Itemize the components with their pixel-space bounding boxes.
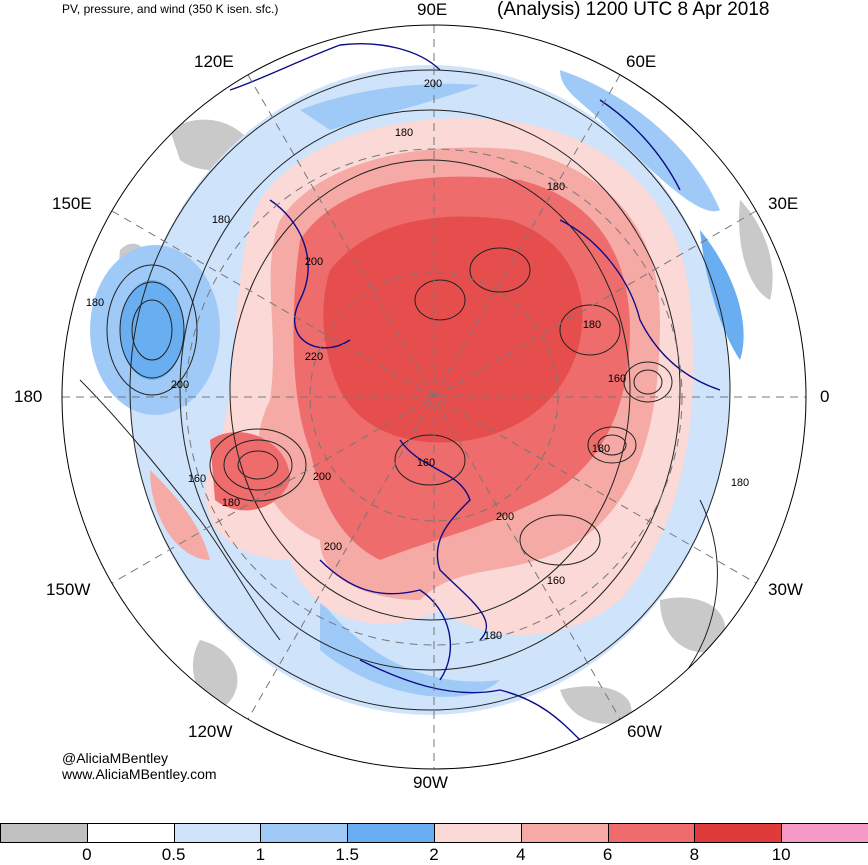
colorbar-segment	[260, 823, 349, 843]
contour-label: 180	[86, 297, 104, 309]
colorbar-tick-label: 6	[602, 845, 613, 864]
lon-label-60w: 60W	[627, 722, 662, 741]
lon-label-150e: 150E	[52, 194, 92, 213]
contour-label: 180	[222, 497, 240, 509]
contour-label: 200	[313, 471, 331, 483]
lon-label-90e: 90E	[417, 0, 448, 19]
contour-label: 180	[592, 443, 610, 455]
colorbar-segment	[0, 823, 88, 843]
contour-label: 200	[424, 78, 442, 90]
colorbar-segment	[607, 823, 696, 843]
contour-label: 200	[171, 379, 189, 391]
colorbar-tick-label: 0	[82, 845, 92, 864]
contour-label: 180	[484, 630, 502, 642]
colorbar-tick-label: 8	[689, 845, 700, 864]
map-boundary	[61, 24, 807, 770]
lon-label-180: 180	[14, 387, 43, 406]
author-handle: @AliciaMBentley	[62, 750, 169, 766]
colorbar-segment	[694, 823, 783, 843]
pv-colorbar	[0, 823, 868, 843]
valid-time: (Analysis) 1200 UTC 8 Apr 2018	[497, 0, 770, 20]
lon-label-0: 0	[820, 387, 830, 406]
colorbar-segment	[781, 823, 868, 843]
colorbar-segment	[520, 823, 609, 843]
contour-label: 220	[305, 351, 323, 363]
colorbar-tick-label: 4	[516, 845, 526, 864]
coastlines	[229, 43, 721, 741]
lon-label-60e: 60E	[626, 52, 657, 71]
lon-label-90w: 90W	[413, 773, 448, 792]
colorbar-tick-label: 0.5	[161, 845, 186, 864]
colorbar-tick-label: 1.5	[335, 845, 360, 864]
contour-label-layer: 200 180 180 180 200 180 200 220 180 200 160 180 160 2…	[86, 78, 749, 642]
contour-label: 180	[547, 181, 565, 193]
pressure-contours	[79, 69, 731, 711]
colorbar-segment	[86, 823, 175, 843]
colorbar-segment	[173, 823, 262, 843]
contour-label: 200	[305, 256, 323, 268]
lon-label-30w: 30W	[768, 580, 803, 599]
contour-label: 180	[395, 127, 413, 139]
contour-label: 160	[188, 473, 206, 485]
contour-label: 200	[496, 511, 514, 523]
colorbar-tick-label: 1	[255, 845, 266, 864]
colorbar-tick-label: 2	[429, 845, 439, 864]
colorbar-segment	[434, 823, 522, 843]
contour-label: 160	[608, 373, 626, 385]
lon-label-120e: 120E	[194, 52, 234, 71]
contour-label: 180	[731, 477, 749, 489]
author-website[interactable]: www.AliciaMBentley.com	[62, 766, 217, 782]
colorbar-segment	[347, 823, 435, 843]
contour-label: 160	[547, 575, 565, 587]
contour-label: 200	[324, 541, 342, 553]
lon-label-120w: 120W	[188, 722, 233, 741]
lon-label-150w: 150W	[46, 580, 91, 599]
product-title: PV, pressure, and wind (350 K isen. sfc.…	[62, 2, 279, 16]
pv-shading-red	[150, 118, 694, 636]
colorbar-tick-label: 10	[771, 845, 791, 864]
contour-label: 160	[417, 457, 435, 469]
contour-label: 180	[212, 214, 230, 226]
graticule	[62, 25, 806, 769]
contour-label: 180	[583, 319, 601, 331]
lon-label-30e: 30E	[768, 194, 799, 213]
